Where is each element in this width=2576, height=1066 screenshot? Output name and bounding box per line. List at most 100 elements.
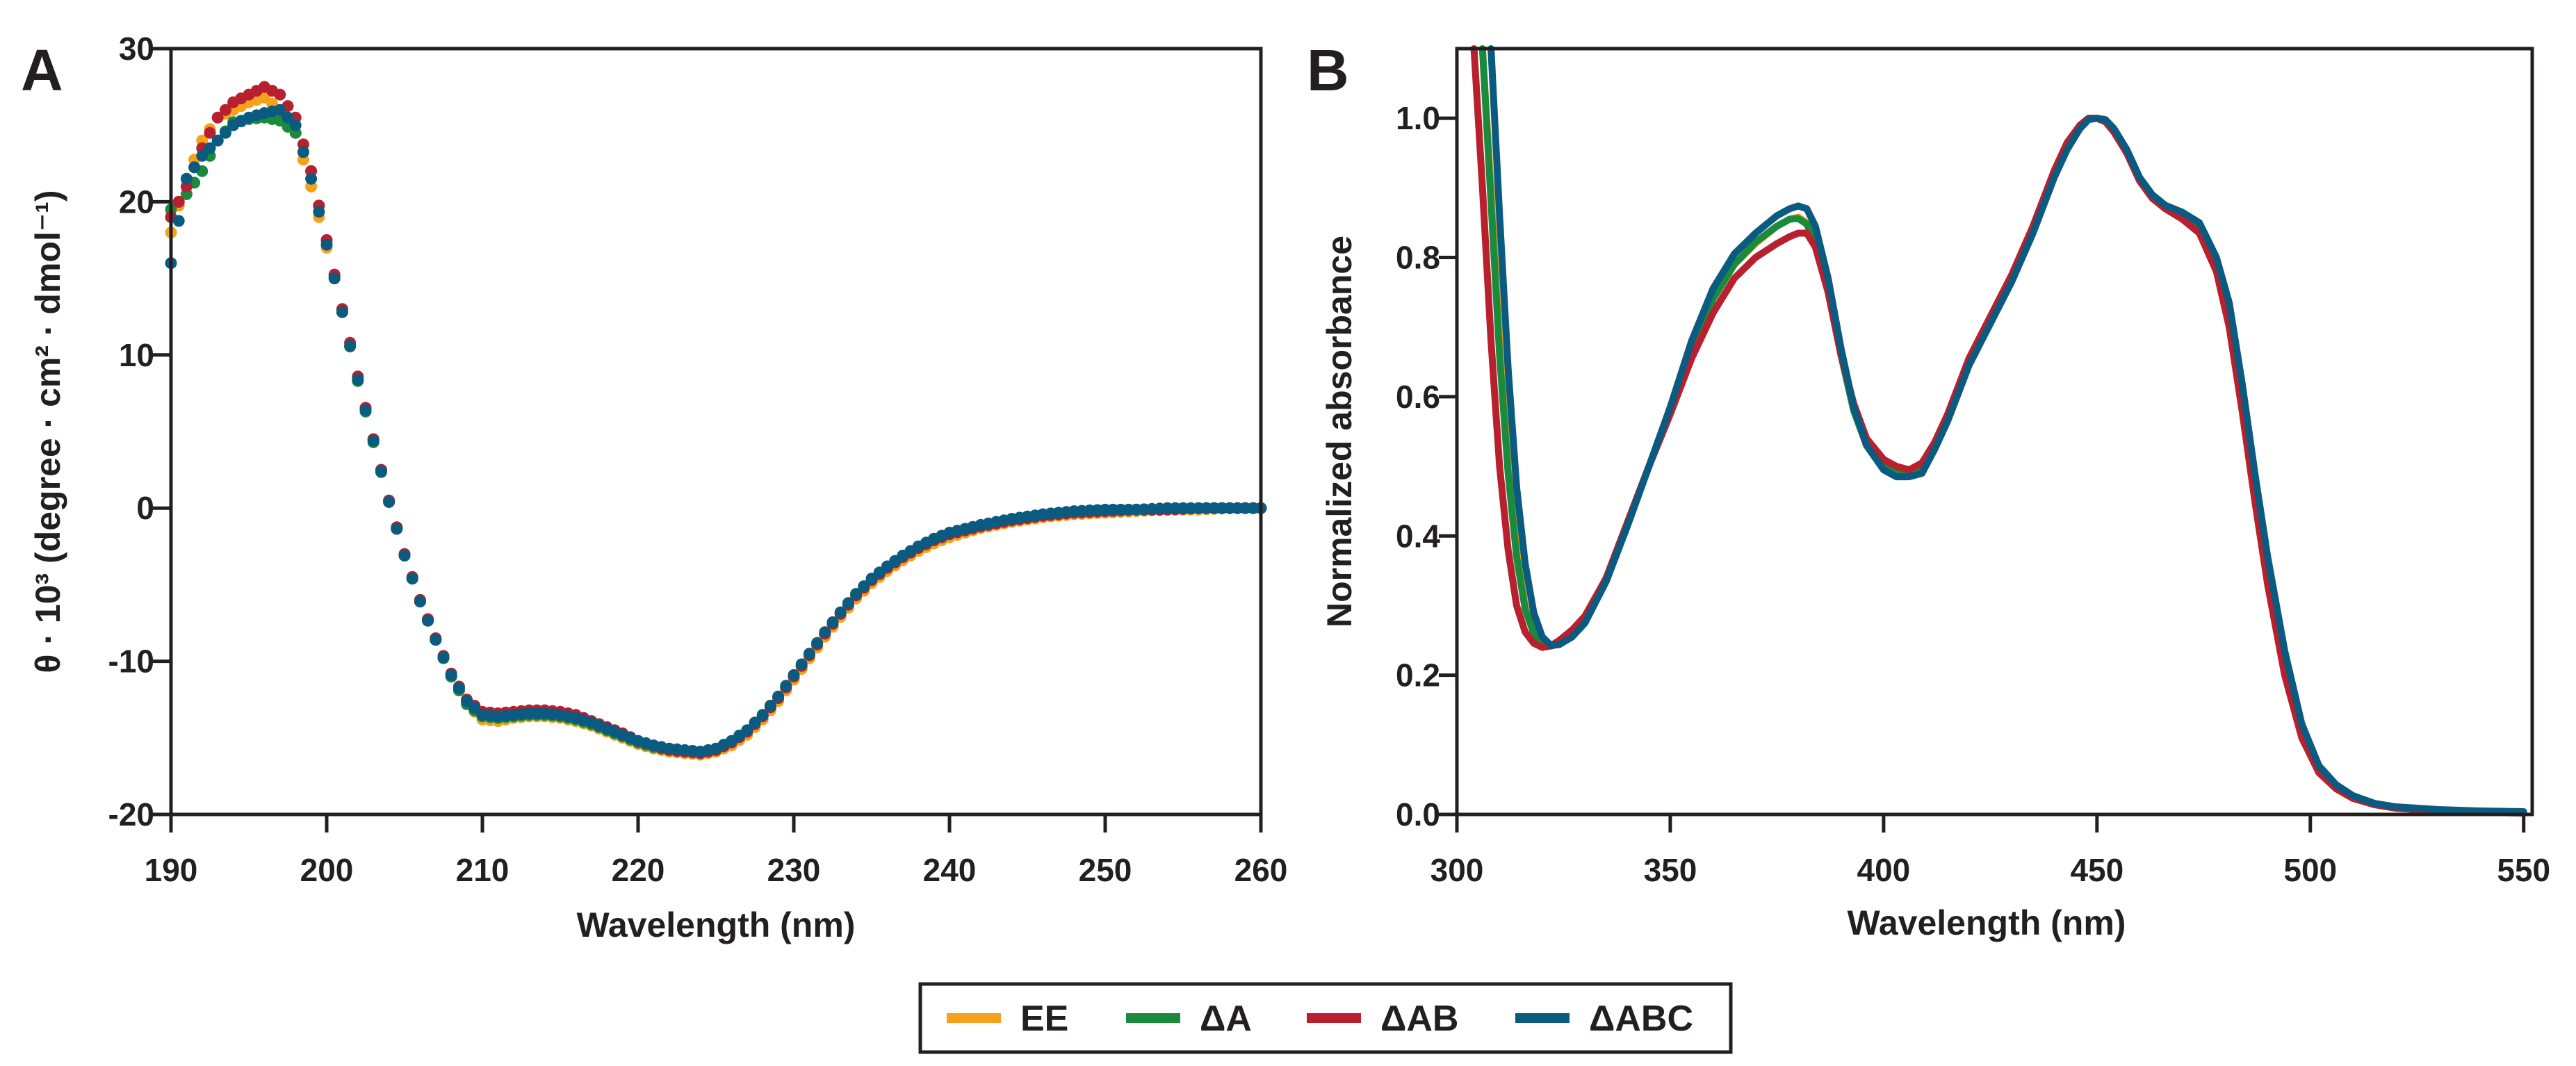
panel-a-point-delta-abc-231-0 [803,648,815,660]
legend-item-ee: EE [947,999,1068,1039]
panel-a-point-delta-abc-193-5 [219,126,231,139]
panel-a-point-delta-abc-234-0 [850,588,863,600]
panel-a-series-group [165,81,1267,761]
panel-a-y-tick-label-20: -20 [108,796,154,833]
panel-a-point-delta-abc-208-5 [453,682,465,694]
panel-a-point-delta-abc-232-0 [819,626,831,639]
panel-b-y-axis-label: Normalized absorbance [1320,236,1359,628]
legend-label-delta-a: ΔA [1200,999,1252,1039]
panel-a-point-delta-abc-190-5 [172,215,185,227]
panel-b-plot-frame [1455,47,2534,817]
panel-a-point-delta-abc-199-5 [313,206,325,218]
panel-a-y-axis-label: θ · 10³ (degree · cm² · dmol⁻¹) [28,190,67,673]
panel-a-point-delta-abc-191-5 [188,161,201,174]
panel-a-point-delta-abc-206-5 [422,614,434,627]
panel-a-x-tick-label-210: 210 [456,852,510,888]
panel-a-point-delta-abc-233-5 [842,597,854,609]
panel-a-point-delta-abc-192-5 [204,142,216,154]
panel-b-x-axis-label: Wavelength (nm) [1848,903,2126,942]
panel-a-point-delta-abc-203-5 [375,465,387,477]
panel-a-x-tick-label-240: 240 [923,852,977,888]
panel-a-point-delta-abc-197-0 [274,104,286,116]
panel-b-series-group [1470,45,2527,817]
panel-a-point-delta-abc-198-5 [297,146,309,158]
panel-a-series-delta-abc [165,104,1267,758]
panel-a-x-axis-label: Wavelength (nm) [577,905,856,944]
panel-a-y-tick-label-10: -10 [108,643,154,680]
panel-a-point-delta-abc-232-5 [826,616,839,628]
panel-a-y-tick-label-30: 30 [119,31,154,67]
panel-a-point-delta-ab-197-0 [274,88,286,101]
panel-a-point-delta-abc-199-0 [305,172,318,185]
panel-a-point-delta-abc-227-0 [741,724,753,737]
panel-a-point-delta-abc-202-5 [359,404,372,416]
panel-a-letter: A [21,38,63,103]
panel-b-letter: B [1307,38,1349,103]
panel-a-point-delta-abc-230-5 [795,658,808,671]
panel-b-y-tick-label-0.0: 0.0 [1396,796,1440,833]
panel-b-series-line-delta-a [1478,45,2527,816]
panel-a-point-delta-abc-207-5 [437,651,450,664]
panel-a-point-delta-abc-234-5 [858,580,870,593]
panel-a-cd-spectrum: A 190 200 210 220 230 240 250 260 -20 -10 0 10 20 30… [21,31,1287,944]
panel-a-point-delta-abc-191-0 [180,172,193,185]
panel-a-x-tick-label-260: 260 [1234,852,1288,888]
panel-a-point-delta-ab-190-5 [172,195,185,208]
panel-a-x-axis: 190 200 210 220 230 240 250 260 [145,814,1288,888]
panel-a-x-tick-label-250: 250 [1079,852,1132,888]
panel-a-x-tick-label-190: 190 [145,852,198,888]
legend-label-delta-ab: ΔAB [1380,999,1458,1039]
panel-b-y-tick-label-0.6: 0.6 [1396,379,1440,415]
panel-b-y-tick-label-0.2: 0.2 [1396,657,1440,694]
panel-a-point-delta-abc-229-0 [772,690,785,703]
panel-a-series-delta-a [165,111,1267,760]
panel-a-point-delta-abc-231-5 [811,637,824,649]
legend-item-delta-ab: ΔAB [1307,999,1458,1039]
panel-b-y-tick-label-0.4: 0.4 [1396,518,1440,554]
panel-b-x-tick-label-350: 350 [1644,852,1697,888]
panel-a-point-delta-abc-209-5 [468,702,481,714]
panel-a-point-delta-abc-228-5 [764,700,776,712]
panel-a-point-delta-abc-201-0 [336,306,348,318]
panel-a-point-delta-abc-200-0 [320,238,333,251]
panel-a-point-delta-abc-202-0 [352,373,364,386]
panel-a-point-delta-abc-205-5 [406,573,418,585]
panel-a-point-delta-abc-192-0 [196,149,209,162]
panel-b-x-axis: 300 350 400 450 500 550 [1430,814,2550,888]
panel-a-y-tick-label-20: 20 [119,183,154,220]
panel-b-x-tick-label-450: 450 [2070,852,2123,888]
panel-b-x-tick-label-300: 300 [1430,852,1484,888]
panel-b-series-line-delta-ab [1470,45,2527,817]
panel-a-point-delta-abc-228-0 [756,709,769,721]
legend: EE ΔA ΔAB ΔABC [918,982,1733,1054]
panel-b-y-axis: 0.0 0.2 0.4 0.6 0.8 1.0 [1396,100,1457,833]
panel-b-series-line-delta-abc [1487,45,2527,815]
legend-label-delta-abc: ΔABC [1589,999,1693,1039]
panel-a-series-ee [165,92,1267,761]
panel-a-point-delta-abc-209-0 [461,695,473,707]
panel-b-y-tick-label-0.8: 0.8 [1396,240,1440,276]
panel-a-point-delta-abc-201-5 [344,340,357,352]
panel-a-point-delta-abc-233-0 [834,606,847,618]
panel-a-point-delta-abc-229-5 [780,680,792,692]
panel-a-point-delta-abc-206-0 [414,596,426,608]
panel-a-x-tick-label-230: 230 [767,852,821,888]
panel-a-y-tick-label-0: 0 [136,490,154,526]
panel-a-point-delta-ab-192-5 [204,126,216,139]
panel-a-point-delta-abc-207-0 [430,634,442,646]
panel-b-series-line-ee [1478,45,2527,816]
panel-b-absorbance-spectrum: B 300 350 400 450 500 550 0.00.20.40.60.81.0 … [1307,38,2550,942]
panel-a-point-delta-abc-197-5 [282,111,294,124]
panel-a-point-delta-abc-200-5 [328,272,341,285]
panel-a-plot-frame [169,47,1263,817]
panel-a-series-delta-ab [165,81,1267,760]
legend-label-ee: EE [1020,999,1068,1039]
panel-a-point-delta-abc-193-0 [211,134,224,147]
panel-b-y-tick-label-1.0: 1.0 [1396,100,1440,136]
panel-a-y-tick-label-10: 10 [119,337,154,373]
panel-a-point-delta-abc-205-0 [398,550,411,561]
panel-a-x-tick-label-220: 220 [612,852,665,888]
legend-item-delta-a: ΔA [1126,999,1252,1039]
panel-b-x-tick-label-550: 550 [2497,852,2550,888]
